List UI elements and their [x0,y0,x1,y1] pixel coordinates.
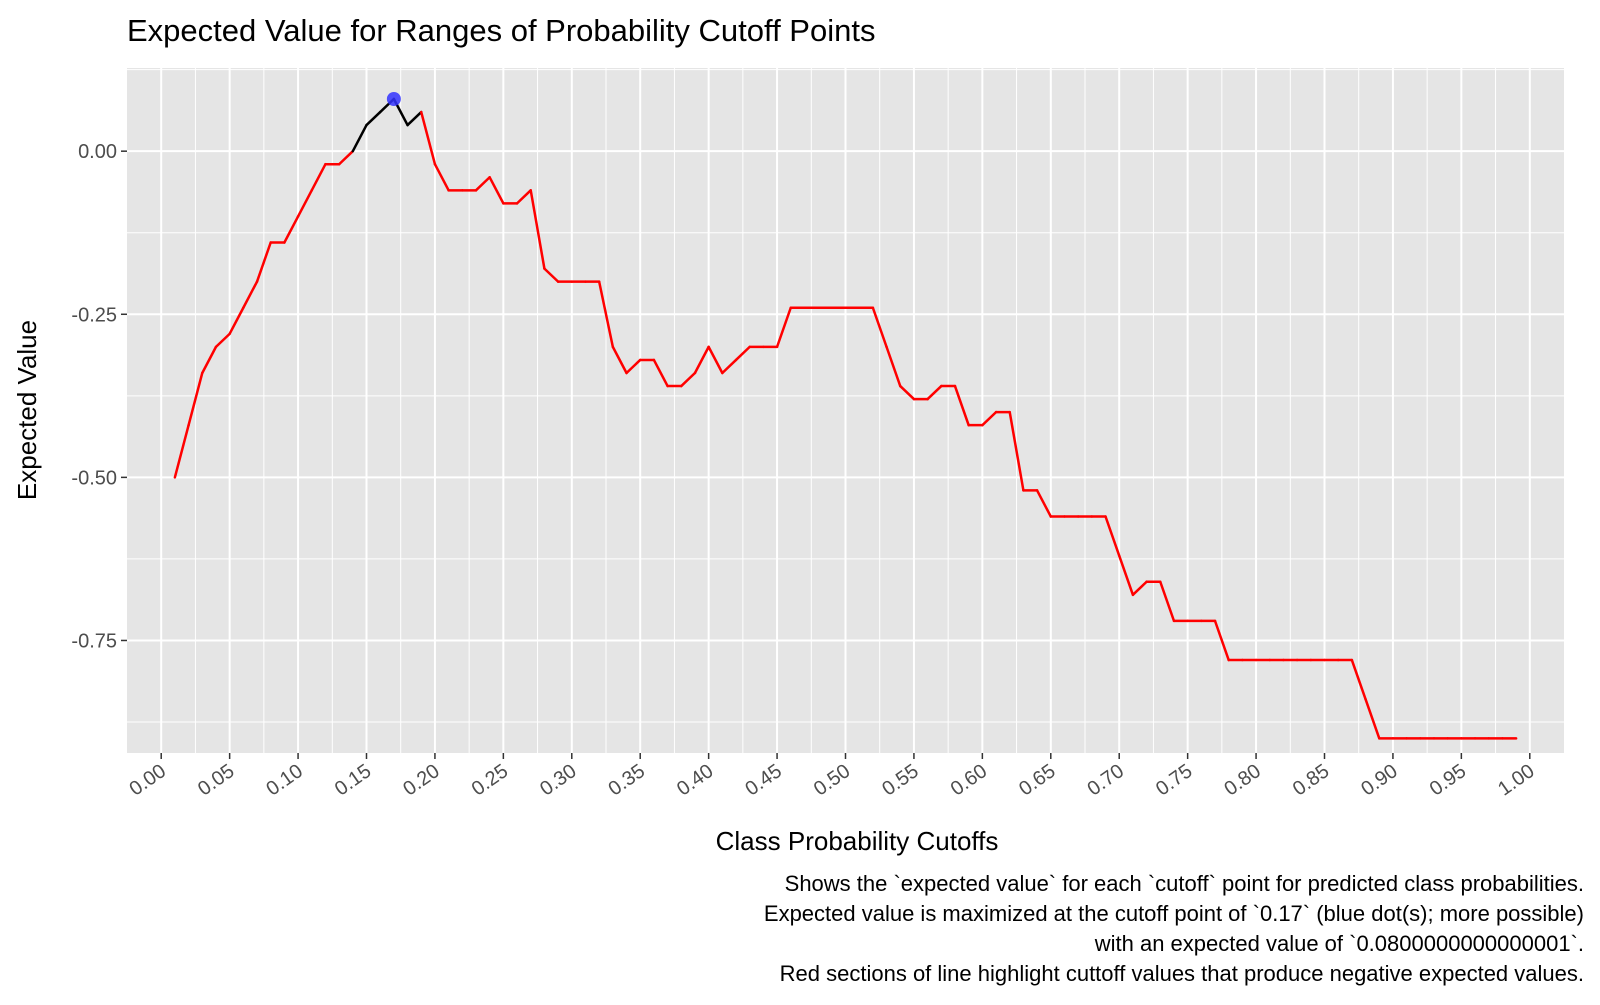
line-segment-negative [419,110,437,166]
line-segment-negative [871,306,888,349]
x-tick-label: 0.65 [1015,760,1060,800]
x-tick-label: 0.90 [1357,760,1402,800]
line-segment-negative [187,371,204,427]
line-segment-negative [543,267,560,283]
x-tick-label: 0.15 [331,760,376,800]
line-segment-negative [433,162,450,192]
y-tick-label: -0.25 [71,304,117,326]
line-segment-negative [337,149,355,166]
line-segment-negative [652,358,669,388]
line-segment-negative [693,345,710,375]
line-segment-negative [242,280,259,309]
line-segment-negative [926,384,943,401]
caption-line: Red sections of line highlight cuttoff v… [780,961,1584,986]
line-segment-negative [255,241,272,283]
line-segment-non-negative [351,123,368,153]
y-axis: 0.00 -0.25 -0.50 -0.75 [71,141,127,652]
x-tick-label: 0.85 [1289,760,1334,800]
line-segment-negative [1350,658,1367,701]
caption-line: with an expected value of `0.08000000000… [1094,931,1584,956]
x-tick-label: 0.30 [536,760,581,800]
line-segment-negative [775,306,793,349]
x-tick-label: 0.45 [741,760,786,800]
line-segment-negative [885,345,902,388]
x-tick-label: 0.70 [1084,760,1129,800]
x-tick-label: 0.80 [1220,760,1265,800]
x-tick-label: 0.25 [468,760,513,800]
line-segment-negative [515,189,532,205]
x-tick-label: 0.20 [399,760,444,800]
line-segment-negative [625,358,642,375]
line-segment-negative [173,423,190,479]
x-tick-label: 0.75 [1152,760,1197,800]
y-tick-label: -0.75 [71,630,117,652]
line-segment-negative [1117,554,1135,597]
y-tick-label: 0.00 [78,141,117,163]
caption-line: Shows the `expected value` for each `cut… [785,871,1584,896]
line-segment-negative [597,280,615,349]
line-segment-negative [611,345,628,375]
line-segment-negative [1008,410,1025,492]
line-segment-negative [953,384,970,427]
line-segment-negative [981,410,998,427]
y-axis-label: Expected Value [12,320,42,500]
max-expected-value-point [386,91,401,106]
line-segment-negative [898,384,916,401]
line-segment-negative [228,306,245,336]
x-tick-label: 0.60 [947,760,992,800]
line-segment-negative [1364,697,1381,740]
line-segment-negative [488,176,505,205]
line-segment-non-negative [406,110,423,127]
line-segment-negative [283,215,300,244]
x-tick-label: 0.55 [878,760,923,800]
major-gridlines [127,68,1564,753]
line-segment-negative [1104,515,1121,557]
line-segment-negative [680,371,697,388]
line-segment-negative [734,345,751,362]
line-segment-negative [1159,580,1176,623]
x-tick-label: 0.50 [810,760,855,800]
caption-line: Expected value is maximized at the cutof… [764,901,1584,926]
x-tick-label: 0.95 [1426,760,1471,800]
x-tick-label: 1.00 [1494,760,1539,800]
chart-title: Expected Value for Ranges of Probability… [127,13,875,48]
x-tick-label: 0.10 [262,760,307,800]
y-tick-label: -0.50 [71,467,117,489]
x-tick-label: 0.40 [673,760,718,800]
x-tick-label: 0.00 [126,760,171,800]
line-segment-negative [529,189,546,270]
line-segment-negative [310,162,327,192]
x-tick-label: 0.05 [194,760,239,800]
line-segment-negative [474,176,491,192]
x-axis: 0.00 0.05 0.10 0.15 0.20 0.25 0.30 0.35 0.40 0.45… [126,753,1539,800]
line-segment-negative [1131,580,1148,597]
chart-caption: Shows the `expected value` for each `cut… [764,871,1584,986]
line-segment-negative [214,332,231,349]
line-segment-negative [296,189,314,218]
line-segment-negative [201,345,218,375]
max-points [386,91,401,106]
expected-value-line [173,97,1518,740]
line-segment-negative [1035,489,1053,518]
line-segment-negative [707,345,724,375]
x-axis-label: Class Probability Cutoffs [716,826,999,856]
line-segment-negative [721,358,738,375]
line-segment-negative [1213,619,1230,662]
line-segment-non-negative [365,110,382,127]
x-tick-label: 0.35 [605,760,650,800]
